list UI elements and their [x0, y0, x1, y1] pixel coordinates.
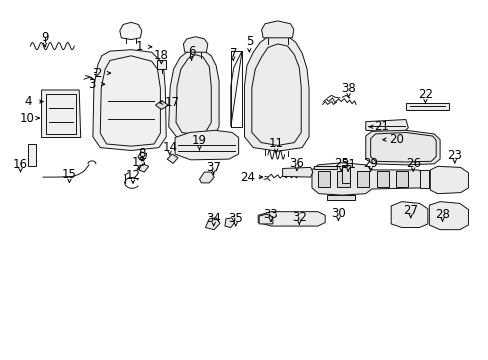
- Text: 25: 25: [333, 157, 348, 170]
- Polygon shape: [155, 101, 168, 109]
- Polygon shape: [311, 163, 427, 195]
- Circle shape: [268, 216, 276, 222]
- Polygon shape: [41, 90, 81, 138]
- Text: 21: 21: [373, 120, 388, 133]
- Text: 36: 36: [289, 157, 304, 170]
- Polygon shape: [93, 50, 166, 150]
- Text: 4: 4: [24, 95, 32, 108]
- Polygon shape: [337, 171, 349, 187]
- Polygon shape: [175, 130, 238, 160]
- Polygon shape: [326, 195, 354, 200]
- Polygon shape: [230, 51, 242, 127]
- Text: 35: 35: [228, 212, 243, 225]
- Text: 18: 18: [154, 49, 168, 62]
- Polygon shape: [224, 218, 234, 228]
- Text: 8: 8: [138, 147, 145, 160]
- Polygon shape: [317, 171, 329, 187]
- Polygon shape: [167, 154, 178, 163]
- Text: 12: 12: [125, 169, 140, 182]
- Polygon shape: [199, 172, 214, 183]
- Text: 19: 19: [192, 134, 206, 147]
- Polygon shape: [395, 171, 407, 187]
- Text: 10: 10: [20, 112, 34, 125]
- Polygon shape: [120, 22, 142, 40]
- Text: 1: 1: [135, 40, 143, 53]
- Text: 20: 20: [388, 133, 403, 146]
- Polygon shape: [205, 218, 220, 230]
- Polygon shape: [258, 212, 325, 226]
- Text: 2: 2: [94, 67, 102, 80]
- Polygon shape: [365, 120, 407, 132]
- Text: 31: 31: [340, 158, 355, 171]
- Text: 38: 38: [341, 82, 355, 95]
- Text: 33: 33: [263, 208, 278, 221]
- Text: 7: 7: [229, 47, 237, 60]
- Text: 32: 32: [291, 211, 306, 224]
- Text: 37: 37: [206, 161, 221, 174]
- Text: 6: 6: [187, 45, 195, 58]
- Text: 23: 23: [447, 149, 461, 162]
- Text: 34: 34: [206, 212, 221, 225]
- Polygon shape: [259, 214, 272, 224]
- Text: 27: 27: [403, 204, 417, 217]
- Text: 13: 13: [132, 156, 146, 169]
- Polygon shape: [356, 171, 368, 187]
- Polygon shape: [419, 170, 428, 188]
- Polygon shape: [428, 202, 468, 230]
- Text: 26: 26: [405, 157, 420, 170]
- Polygon shape: [138, 152, 146, 160]
- Text: 14: 14: [162, 141, 177, 154]
- Polygon shape: [28, 144, 36, 166]
- Polygon shape: [365, 130, 439, 165]
- Polygon shape: [168, 50, 219, 140]
- Polygon shape: [157, 60, 166, 69]
- Text: 22: 22: [417, 88, 432, 101]
- Polygon shape: [390, 202, 427, 228]
- Text: 30: 30: [330, 207, 345, 220]
- Text: 9: 9: [41, 31, 49, 44]
- Polygon shape: [183, 37, 207, 52]
- Text: 17: 17: [164, 96, 179, 109]
- Polygon shape: [376, 171, 388, 187]
- Text: 15: 15: [62, 168, 77, 181]
- Text: 11: 11: [268, 137, 283, 150]
- Polygon shape: [244, 34, 308, 151]
- Polygon shape: [342, 165, 349, 183]
- Polygon shape: [405, 103, 448, 110]
- Text: 24: 24: [240, 171, 254, 184]
- Polygon shape: [429, 166, 468, 194]
- Polygon shape: [137, 164, 148, 172]
- Text: 3: 3: [88, 78, 96, 91]
- Text: 29: 29: [363, 157, 377, 170]
- Circle shape: [279, 216, 287, 222]
- Text: 5: 5: [245, 35, 253, 48]
- Text: 28: 28: [434, 208, 449, 221]
- Text: 16: 16: [13, 158, 28, 171]
- Polygon shape: [282, 167, 312, 177]
- Polygon shape: [261, 21, 293, 38]
- Polygon shape: [313, 166, 337, 169]
